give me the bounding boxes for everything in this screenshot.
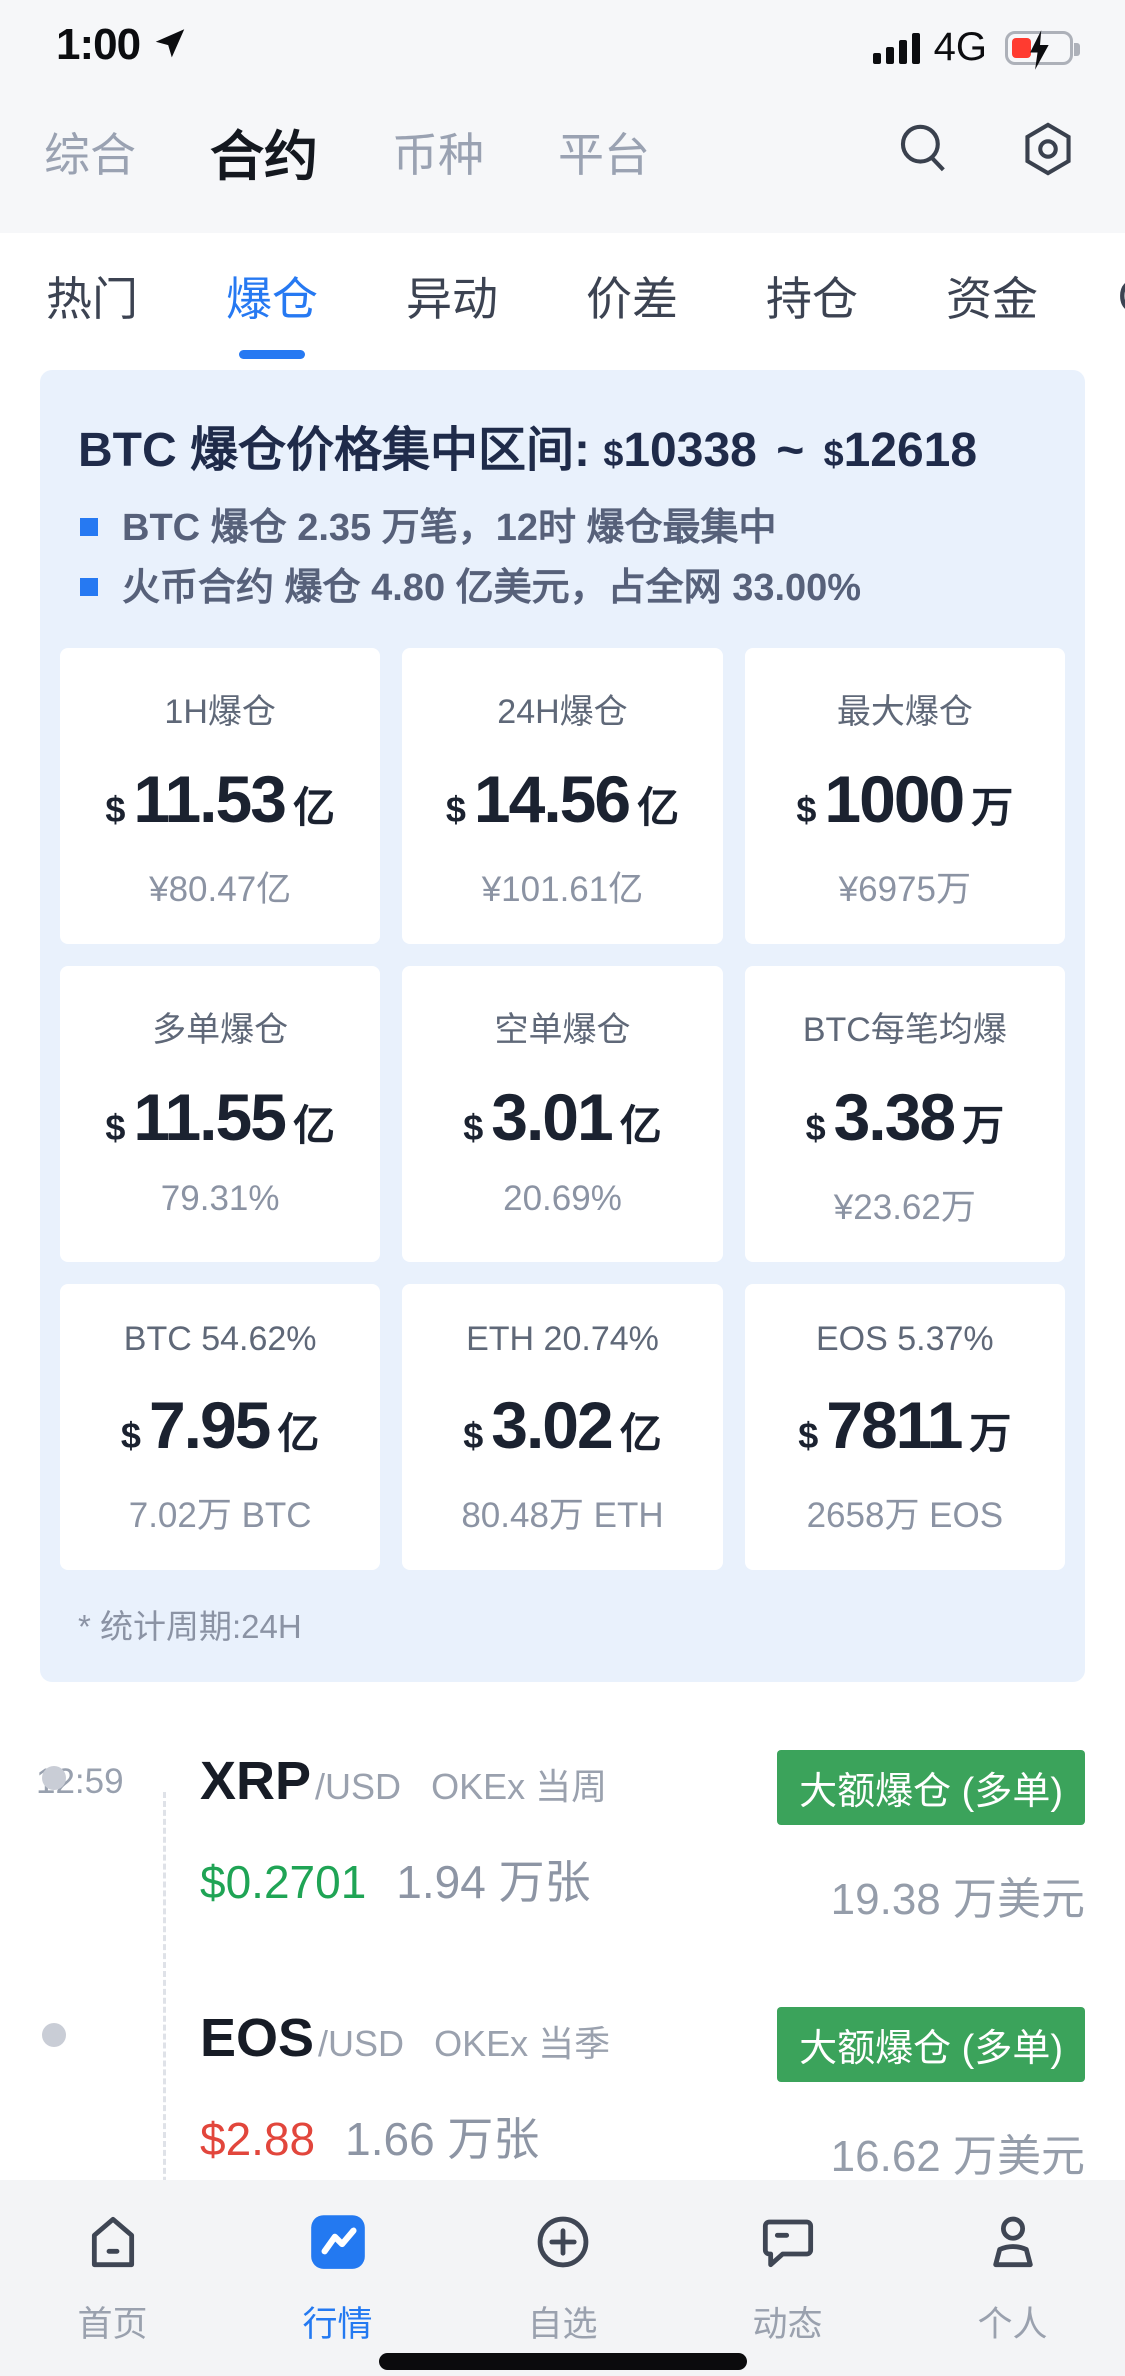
tabbar-item-profile[interactable]: 个人 xyxy=(900,2208,1125,2376)
search-icon[interactable] xyxy=(895,120,953,183)
stat-card-1h: 1H爆仓 $11.53 亿 ¥80.47亿 xyxy=(60,648,381,944)
tab-overflow-partial[interactable]: C xyxy=(1118,269,1125,323)
tabbar-item-markets[interactable]: 行情 xyxy=(225,2208,450,2376)
large-liquidation-badge: 大额爆仓 (多单) xyxy=(777,2007,1085,2082)
feed-amount: 19.38 万美元 xyxy=(830,1875,1085,1924)
nav-item-heyue[interactable]: 合约 xyxy=(210,127,318,187)
tab-hot[interactable]: 热门 xyxy=(46,272,138,325)
stat-card-long: 多单爆仓 $11.55 亿 79.31% xyxy=(60,966,381,1262)
feed-row-eos[interactable]: EOS /USD OKEx 当季 $2.88 1.66 万张 大额爆仓 (多单)… xyxy=(0,1967,1125,2224)
feed-row-xrp[interactable]: 12:59 XRP /USD OKEx 当周 $0.2701 1.94 万张 大… xyxy=(0,1710,1125,1967)
feed-pair: /USD xyxy=(315,1766,402,1807)
status-bar: 1:00 4G xyxy=(0,0,1125,70)
stat-card-eos-share: EOS 5.37% $7811 万 2658万 EOS xyxy=(744,1284,1065,1570)
battery-charging-icon xyxy=(1005,29,1080,70)
feed-exchange: OKEx 当季 xyxy=(434,2023,611,2064)
tab-funds[interactable]: 资金 xyxy=(946,272,1038,325)
nav-item-zonghe[interactable]: 综合 xyxy=(44,128,136,181)
home-indicator[interactable] xyxy=(378,2353,747,2370)
tabbar-item-news[interactable]: 动态 xyxy=(675,2208,900,2376)
tab-anomaly[interactable]: 异动 xyxy=(406,272,498,325)
settings-hex-icon[interactable] xyxy=(1019,120,1077,183)
feed-time xyxy=(36,2007,140,2019)
timeline-dashed-line xyxy=(163,1792,166,2376)
feed-amount: 16.62 万美元 xyxy=(830,2132,1085,2181)
stat-card-btc-share: BTC 54.62% $7.95 亿 7.02万 BTC xyxy=(60,1284,381,1570)
stat-card-btc-avg: BTC每笔均爆 $3.38 万 ¥23.62万 xyxy=(744,966,1065,1262)
sub-tabs: 热门 爆仓 异动 价差 持仓 资金 C xyxy=(0,233,1125,370)
feed-pair: /USD xyxy=(318,2023,405,2064)
panel-title: BTC 爆仓价格集中区间: $10338 ~ $12618 xyxy=(78,424,978,477)
stat-card-eth-share: ETH 20.74% $3.02 亿 80.48万 ETH xyxy=(402,1284,723,1570)
feed-price: $2.88 xyxy=(200,2113,316,2165)
home-icon xyxy=(81,2208,145,2276)
person-icon xyxy=(981,2208,1045,2276)
timeline-dot xyxy=(42,2007,198,2067)
tab-spread[interactable]: 价差 xyxy=(586,272,678,325)
feed-quantity: 1.94 万张 xyxy=(396,1856,591,1908)
stats-footnote: * 统计周期:24H xyxy=(78,1608,302,1645)
chat-bubble-icon xyxy=(756,2208,820,2276)
location-arrow-icon xyxy=(152,25,188,66)
feed-exchange: OKEx 当周 xyxy=(431,1766,608,1807)
bullet-btc-count: BTC 爆仓 2.35 万笔，12时 爆仓最集中 xyxy=(78,498,1065,558)
markets-chart-icon xyxy=(305,2208,371,2276)
tab-liquidation[interactable]: 爆仓 xyxy=(226,245,318,359)
feed-quantity: 1.66 万张 xyxy=(345,2113,540,2165)
network-type: 4G xyxy=(933,25,987,69)
clock: 1:00 xyxy=(56,20,141,69)
stat-card-24h: 24H爆仓 $14.56 亿 ¥101.61亿 xyxy=(402,648,723,944)
feed-price: $0.2701 xyxy=(200,1856,367,1908)
header-zone: 1:00 4G 综合 合约 币种 平台 xyxy=(0,0,1125,233)
stat-card-short: 空单爆仓 $3.01 亿 20.69% xyxy=(402,966,723,1262)
tab-positions[interactable]: 持仓 xyxy=(766,272,858,325)
signal-strength-icon xyxy=(872,32,920,64)
nav-item-bizhong[interactable]: 币种 xyxy=(392,128,484,181)
tabbar-item-watchlist[interactable]: 自选 xyxy=(450,2208,675,2376)
bottom-tab-bar: 首页 行情 自选 xyxy=(0,2180,1125,2376)
tabbar-item-home[interactable]: 首页 xyxy=(0,2208,225,2376)
panel-bullets: BTC 爆仓 2.35 万笔，12时 爆仓最集中 火币合约 爆仓 4.80 亿美… xyxy=(60,498,1065,618)
timeline-dot xyxy=(42,1750,198,1810)
feed-symbol: EOS xyxy=(200,2008,315,2068)
plus-circle-icon xyxy=(531,2208,595,2276)
large-liquidation-badge: 大额爆仓 (多单) xyxy=(777,1750,1085,1825)
feed-symbol: XRP xyxy=(200,1751,312,1811)
stats-grid: 1H爆仓 $11.53 亿 ¥80.47亿 24H爆仓 $14.56 亿 ¥101.… xyxy=(60,648,1065,1570)
stat-card-max: 最大爆仓 $1000 万 ¥6975万 xyxy=(744,648,1065,944)
nav-item-pingtai[interactable]: 平台 xyxy=(558,128,650,181)
btc-liquidation-panel: BTC 爆仓价格集中区间: $10338 ~ $12618 BTC 爆仓 2.3… xyxy=(40,370,1085,1682)
top-nav: 综合 合约 币种 平台 xyxy=(0,70,1125,233)
bullet-huobi-share: 火币合约 爆仓 4.80 亿美元，占全网 33.00% xyxy=(78,558,1065,618)
